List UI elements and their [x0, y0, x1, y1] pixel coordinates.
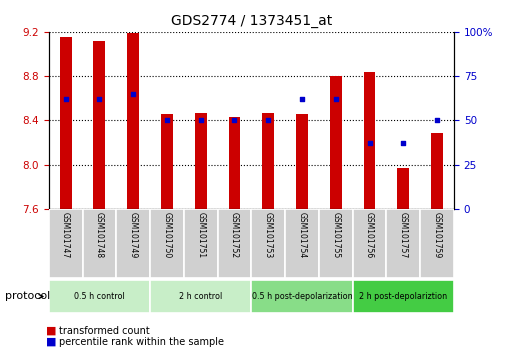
Bar — [420, 209, 454, 278]
Text: GSM101759: GSM101759 — [432, 212, 442, 258]
Bar — [93, 41, 105, 209]
Text: ■: ■ — [46, 337, 56, 347]
Bar — [285, 209, 319, 278]
Text: 0.5 h post-depolarization: 0.5 h post-depolarization — [252, 292, 352, 301]
Text: GSM101749: GSM101749 — [129, 212, 137, 258]
Bar — [251, 280, 352, 313]
Text: GSM101750: GSM101750 — [163, 212, 171, 258]
Bar — [218, 209, 251, 278]
Point — [230, 118, 239, 123]
Text: GSM101752: GSM101752 — [230, 212, 239, 258]
Point — [163, 118, 171, 123]
Point — [264, 118, 272, 123]
Bar — [262, 113, 274, 209]
Bar — [352, 209, 386, 278]
Text: transformed count: transformed count — [59, 326, 150, 336]
Bar — [431, 132, 443, 209]
Text: GSM101755: GSM101755 — [331, 212, 340, 258]
Text: GSM101757: GSM101757 — [399, 212, 408, 258]
Text: ■: ■ — [46, 326, 56, 336]
Point — [62, 96, 70, 102]
Bar — [49, 280, 150, 313]
Point — [399, 141, 407, 146]
Bar — [161, 114, 173, 209]
Bar — [251, 209, 285, 278]
Text: 2 h control: 2 h control — [179, 292, 222, 301]
Bar — [184, 209, 218, 278]
Point — [365, 141, 373, 146]
Bar — [229, 117, 241, 209]
Bar — [386, 209, 420, 278]
Text: GDS2774 / 1373451_at: GDS2774 / 1373451_at — [171, 14, 332, 28]
Text: 0.5 h control: 0.5 h control — [74, 292, 125, 301]
Bar — [319, 209, 352, 278]
Point — [95, 96, 104, 102]
Bar — [352, 280, 454, 313]
Bar — [195, 113, 207, 209]
Bar — [364, 72, 376, 209]
Bar — [116, 209, 150, 278]
Text: GSM101753: GSM101753 — [264, 212, 273, 258]
Text: GSM101748: GSM101748 — [95, 212, 104, 258]
Bar — [60, 38, 71, 209]
Bar — [49, 209, 83, 278]
Bar — [330, 76, 342, 209]
Point — [298, 96, 306, 102]
Text: GSM101751: GSM101751 — [196, 212, 205, 258]
Bar — [150, 209, 184, 278]
Point — [196, 118, 205, 123]
Bar — [127, 33, 139, 209]
Text: protocol: protocol — [5, 291, 50, 302]
Bar — [296, 114, 308, 209]
Point — [129, 91, 137, 97]
Bar — [398, 168, 409, 209]
Bar — [150, 280, 251, 313]
Text: GSM101747: GSM101747 — [61, 212, 70, 258]
Text: GSM101754: GSM101754 — [298, 212, 307, 258]
Text: GSM101756: GSM101756 — [365, 212, 374, 258]
Text: 2 h post-depolariztion: 2 h post-depolariztion — [359, 292, 447, 301]
Bar — [83, 209, 116, 278]
Point — [332, 96, 340, 102]
Point — [433, 118, 441, 123]
Text: percentile rank within the sample: percentile rank within the sample — [59, 337, 224, 347]
